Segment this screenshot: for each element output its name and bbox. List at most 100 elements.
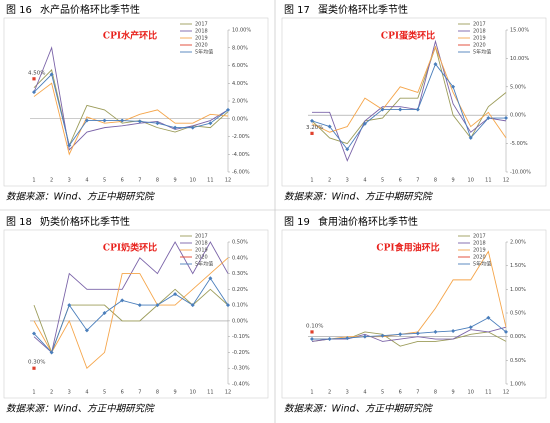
x-tick-label: 6 — [121, 178, 124, 184]
point-marker — [327, 124, 332, 129]
x-tick-label: 5 — [381, 178, 384, 184]
source: 数据来源：Wind、方正中期研究院 — [6, 403, 155, 415]
y-tick-label: 1.00% — [510, 287, 526, 293]
y-tick-label: 0.00% — [232, 318, 248, 324]
source: 数据来源：Wind、方正中期研究院 — [6, 191, 155, 203]
x-tick-label: 4 — [363, 178, 366, 184]
y-tick-label: -2.00% — [232, 134, 250, 140]
legend-label: 2017 — [195, 234, 208, 240]
legend-label: 2020 — [473, 255, 486, 261]
plot-frame — [3, 229, 269, 399]
y-tick-label: 0.50% — [232, 240, 248, 246]
point-marker — [32, 366, 36, 370]
y-tick-label: 5.00% — [510, 84, 526, 90]
point-marker — [67, 143, 72, 148]
point-marker — [84, 328, 89, 333]
legend-label: 2017 — [473, 234, 486, 240]
chart-title: CPI水产环比 — [103, 30, 157, 42]
x-tick-label: 9 — [173, 390, 176, 396]
legend-label: 2019 — [195, 248, 208, 254]
legend-label: 2018 — [195, 29, 208, 35]
point-marker — [102, 118, 107, 123]
x-tick-label: 7 — [416, 178, 419, 184]
figure-label: 图 18 — [6, 216, 32, 228]
legend-label: 2019 — [473, 36, 486, 42]
point-marker — [345, 336, 350, 341]
chart-title: CPI食用油环比 — [376, 242, 439, 254]
plot-frame — [3, 17, 269, 187]
y-tick-label: 1.00% — [510, 382, 526, 388]
figure-label: 图 17 — [284, 4, 310, 16]
x-tick-label: 7 — [138, 390, 141, 396]
point-marker — [362, 334, 367, 339]
x-tick-label: 12 — [225, 390, 231, 396]
legend-label: 2019 — [195, 36, 208, 42]
x-tick-label: 3 — [68, 178, 71, 184]
x-tick-label: 12 — [225, 178, 231, 184]
chart-title: CPI蛋类环比 — [381, 30, 435, 42]
x-tick-label: 1 — [32, 178, 35, 184]
legend-label: 2018 — [473, 29, 486, 35]
x-tick-label: 6 — [399, 390, 402, 396]
figure-label: 图 16 — [6, 4, 32, 16]
point-marker — [102, 311, 107, 315]
series-line — [33, 257, 229, 369]
y-tick-label: 0.30% — [232, 271, 248, 277]
x-tick-label: 8 — [434, 178, 437, 184]
figure-caption: 水产品价格环比季节性 — [40, 3, 140, 16]
y-tick-label: 15.00% — [510, 28, 529, 34]
x-tick-label: 9 — [173, 178, 176, 184]
point-marker — [310, 118, 314, 123]
x-tick-label: 3 — [346, 390, 349, 396]
series-line — [33, 277, 229, 354]
x-tick-label: 3 — [68, 390, 71, 396]
figure-caption: 奶类价格环比季节性 — [40, 215, 130, 228]
point-marker — [32, 77, 36, 81]
x-tick-label: 4 — [85, 178, 88, 184]
point-marker — [398, 332, 403, 337]
series-line — [311, 326, 507, 342]
point-marker — [190, 303, 195, 308]
point-marker — [32, 90, 36, 95]
y-tick-label: -0.40% — [232, 382, 250, 388]
x-tick-label: 11 — [207, 178, 213, 184]
x-tick-label: 9 — [451, 390, 454, 396]
point-marker — [208, 276, 213, 281]
series-line — [33, 73, 229, 147]
figure-caption: 蛋类价格环比季节性 — [318, 3, 408, 16]
legend-label: 5年均值 — [473, 261, 491, 268]
y-tick-label: -0.10% — [232, 334, 250, 340]
y-tick-label: -0.20% — [232, 350, 250, 356]
x-tick-label: 11 — [485, 178, 491, 184]
x-tick-label: 5 — [103, 178, 106, 184]
point-marker — [327, 337, 332, 342]
x-tick-label: 8 — [156, 178, 159, 184]
point-marker — [380, 107, 385, 112]
x-tick-label: 2 — [50, 178, 53, 184]
x-tick-label: 11 — [485, 390, 491, 396]
x-tick-label: 12 — [503, 390, 509, 396]
legend-label: 5年均值 — [195, 49, 213, 56]
y-tick-label: 10.00% — [232, 28, 251, 34]
series-line — [33, 46, 229, 151]
y-tick-label: 2.00% — [232, 99, 248, 105]
source: 数据来源：Wind、方正中期研究院 — [284, 191, 433, 203]
x-tick-label: 7 — [138, 178, 141, 184]
x-tick-label: 1 — [310, 178, 313, 184]
point-marker — [468, 325, 473, 330]
legend-label: 2020 — [473, 43, 486, 49]
point-marker — [310, 337, 314, 342]
x-tick-label: 9 — [451, 178, 454, 184]
point-marker — [173, 292, 178, 297]
series-line — [33, 82, 229, 156]
y-tick-label: -5.00% — [510, 141, 528, 147]
y-tick-label: 6.00% — [232, 63, 248, 69]
x-tick-label: 2 — [328, 178, 331, 184]
point-marker — [433, 329, 438, 334]
point-marker — [415, 331, 420, 336]
point-marker — [120, 118, 125, 123]
series-line — [312, 317, 507, 340]
point-marker — [345, 147, 350, 152]
point-marker — [137, 303, 142, 308]
